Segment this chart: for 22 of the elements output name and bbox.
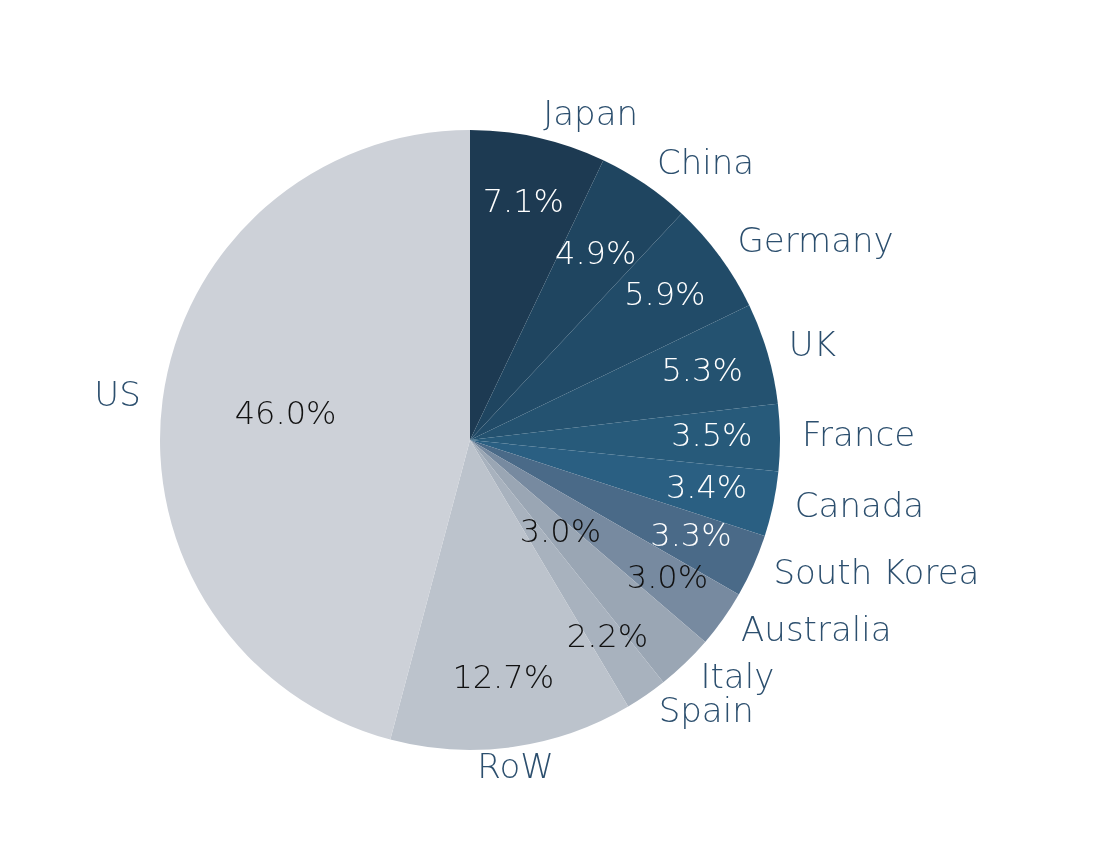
data-label: 5.9% [624, 275, 706, 314]
data-label: 3.0% [626, 557, 709, 596]
data-label: 3.3% [650, 516, 732, 555]
slice-label: Germany [737, 220, 894, 261]
data-label: 2.2% [566, 617, 649, 656]
slice-label: France [801, 414, 916, 455]
data-label: 3.5% [671, 416, 753, 455]
data-label: 7.1% [482, 182, 564, 221]
slice-label: Japan [543, 93, 639, 133]
data-label: 12.7% [452, 657, 555, 696]
data-label: 3.0% [519, 512, 602, 551]
slice-label: China [656, 142, 755, 183]
slice-label: RoW [477, 745, 554, 786]
data-label: 3.4% [665, 468, 748, 507]
slice-label: Canada [794, 485, 925, 526]
slice-label: Australia [741, 608, 892, 649]
slice-label: US [94, 373, 141, 414]
slice-label: South Korea [773, 551, 980, 592]
data-label: 4.9% [555, 233, 637, 272]
slice-label: UK [788, 323, 836, 364]
data-label: 46.0% [234, 394, 337, 433]
data-label: 5.3% [661, 350, 743, 389]
